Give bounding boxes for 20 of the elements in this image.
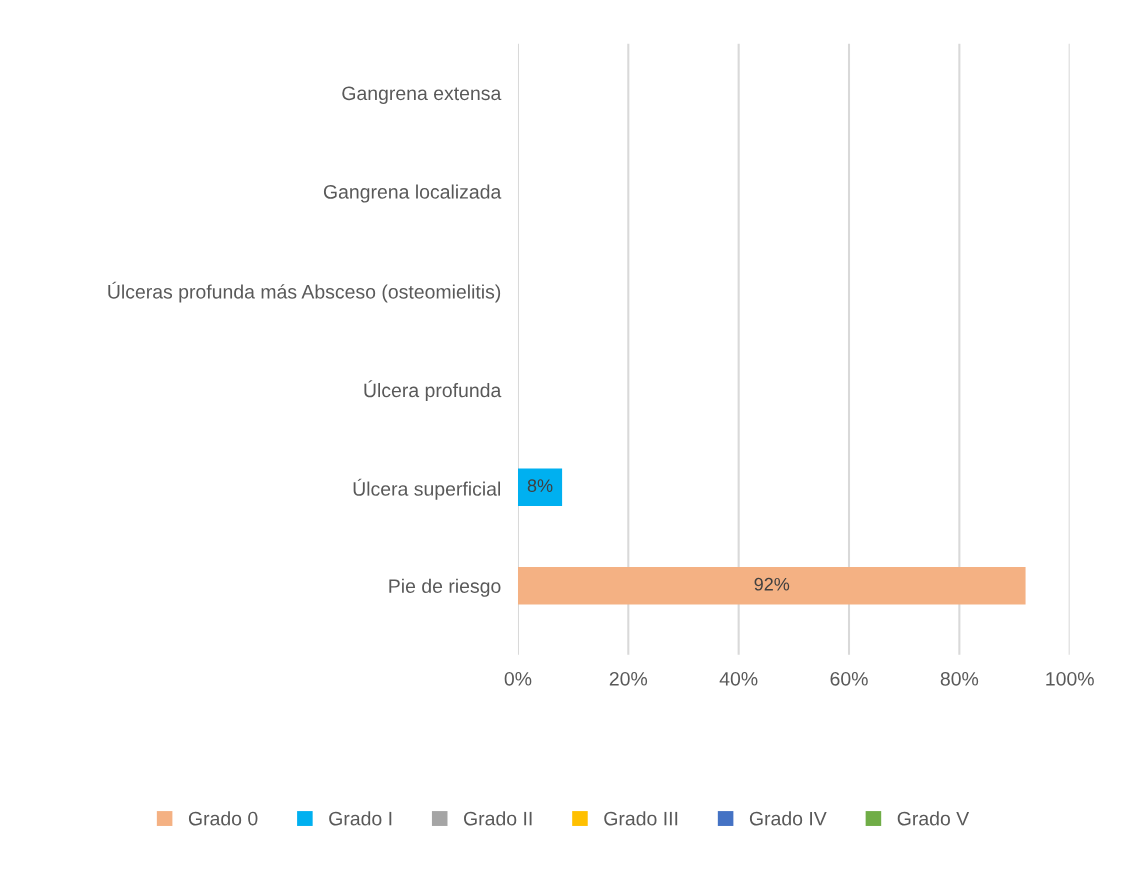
y-tick-label: Úlcera profunda: [364, 380, 502, 402]
y-tick-label: Úlcera superficial: [353, 478, 500, 500]
legend-label: Grado IV: [749, 811, 827, 826]
legend-label: Grado 0: [188, 811, 258, 826]
x-tick-label: 20%: [609, 671, 648, 686]
y-tick-label: Gangrena localizada: [323, 184, 502, 203]
y-tick-label: Úlceras profunda más Absceso (osteomielitis): [108, 281, 501, 303]
data-label: 8%: [527, 479, 553, 493]
y-tick-label: Pie de riesgo: [389, 578, 501, 597]
x-tick-label: 0%: [504, 671, 532, 686]
x-tick-label: 100%: [1046, 671, 1094, 686]
x-tick-label: 40%: [719, 671, 758, 686]
data-label: 92%: [754, 577, 790, 591]
legend-label: Grado I: [329, 811, 392, 826]
y-tick-label: Gangrena extensa: [342, 86, 502, 105]
legend-label: Grado V: [897, 811, 970, 826]
x-tick-label: 60%: [830, 671, 868, 686]
legend-label: Grado II: [464, 811, 532, 826]
x-tick-label: 80%: [940, 671, 979, 686]
legend-label: Grado III: [604, 811, 678, 826]
